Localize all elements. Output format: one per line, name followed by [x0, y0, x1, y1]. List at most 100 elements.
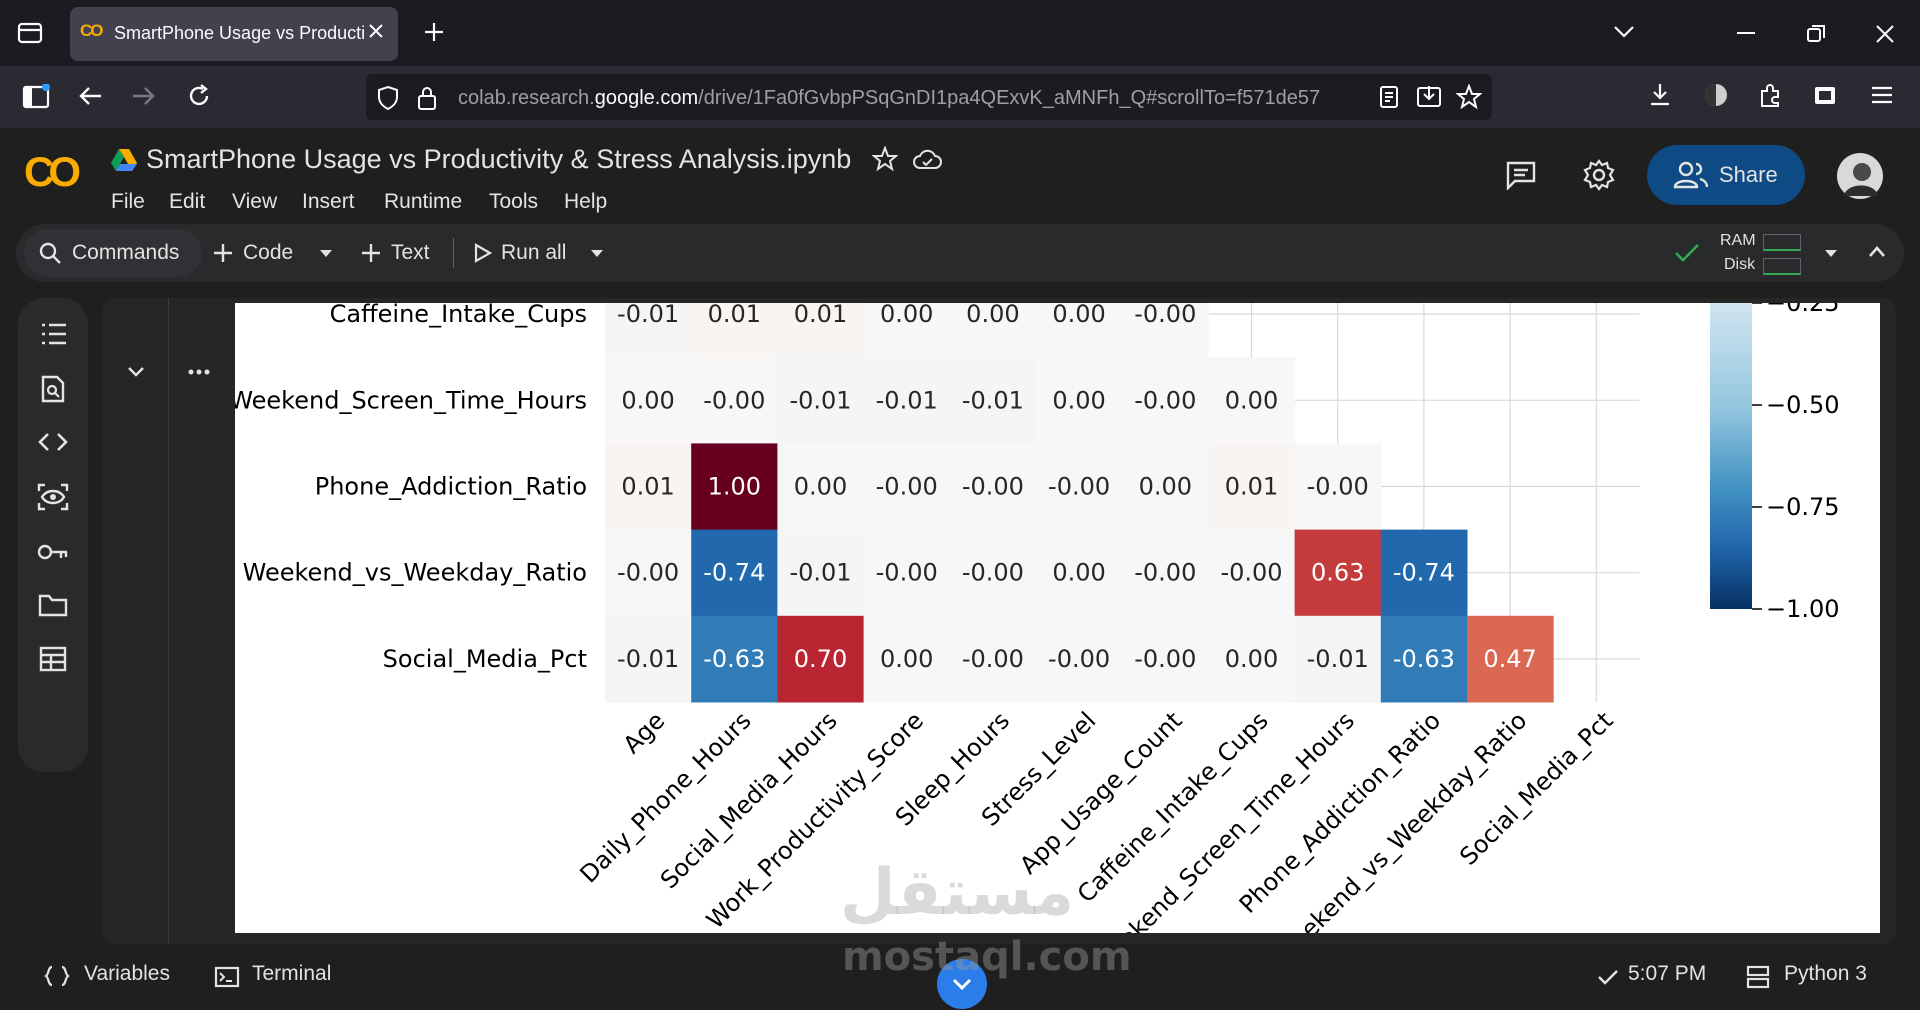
back-arrow-icon[interactable]	[77, 84, 103, 108]
ram-usage-bar[interactable]	[1763, 234, 1801, 251]
code-dropdown-icon[interactable]	[319, 249, 333, 259]
execution-time[interactable]: 5:07 PM	[1628, 962, 1707, 985]
heatmap-cell	[777, 615, 865, 703]
bookmark-star-icon[interactable]	[1456, 84, 1482, 110]
share-button[interactable]: Share	[1647, 145, 1805, 205]
menu-view[interactable]: View	[232, 190, 278, 213]
menu-help[interactable]: Help	[564, 190, 608, 213]
address-bar[interactable]: colab.research.google.com/drive/1Fa0fGvb…	[366, 74, 1492, 120]
account-avatar-icon[interactable]	[1703, 82, 1729, 108]
heatmap-cell	[605, 303, 692, 358]
extensions-puzzle-icon[interactable]	[1757, 82, 1783, 108]
downloads-icon[interactable]	[1648, 82, 1672, 108]
terminal-icon[interactable]	[214, 966, 240, 988]
cloud-saved-icon[interactable]	[912, 148, 942, 170]
forward-arrow-icon[interactable]	[131, 84, 157, 108]
sidebar-toggle-icon[interactable]	[22, 84, 50, 110]
heatmap-cell-value: -0.00	[962, 473, 1024, 501]
heatmap-cell	[1036, 443, 1123, 531]
save-to-pocket-icon[interactable]	[1416, 84, 1442, 108]
heatmap-cell	[863, 303, 951, 358]
heatmap-cell-value: -0.00	[876, 559, 938, 587]
lock-icon[interactable]	[416, 85, 438, 111]
code-snippets-icon[interactable]	[38, 432, 68, 452]
reader-view-icon[interactable]	[1378, 85, 1400, 109]
colab-logo[interactable]: CO	[24, 148, 81, 195]
heatmap-cell	[691, 443, 778, 531]
settings-gear-icon[interactable]	[1583, 159, 1615, 191]
hamburger-menu-icon[interactable]	[1870, 85, 1894, 105]
runtime-type[interactable]: Python 3	[1784, 962, 1867, 985]
cell-gutter-line	[168, 298, 169, 944]
resources-dropdown-icon[interactable]	[1824, 249, 1838, 259]
output-more-actions-icon[interactable]	[187, 368, 211, 376]
heatmap-cell	[605, 443, 692, 531]
heatmap-cell-value: 0.00	[1139, 473, 1192, 501]
heatmap-cell	[1036, 529, 1123, 617]
tracking-shield-icon[interactable]	[376, 85, 400, 111]
run-all-play-icon[interactable]	[474, 243, 492, 263]
new-tab-icon[interactable]	[422, 20, 446, 44]
add-text-plus-icon[interactable]	[360, 242, 382, 264]
runtime-server-icon[interactable]	[1746, 965, 1770, 989]
variables-button[interactable]: Variables	[84, 962, 170, 985]
add-code-button[interactable]: Code	[243, 241, 294, 264]
disk-usage-bar[interactable]	[1763, 258, 1801, 275]
find-icon[interactable]	[40, 375, 66, 403]
heatmap-cell	[863, 615, 951, 703]
ram-label[interactable]: RAM	[1720, 232, 1756, 249]
heatmap-cell	[1036, 357, 1123, 444]
correlation-heatmap: Caffeine_Intake_Cups -0.01 0.01 0.01 0.00 0.0…	[235, 303, 1840, 933]
heatmap-cell-value: 0.63	[1311, 559, 1364, 587]
heatmap-cell-value: 1.00	[708, 473, 761, 501]
variables-inspector-icon[interactable]	[37, 483, 69, 511]
terminal-button[interactable]: Terminal	[252, 962, 332, 985]
close-window-icon[interactable]	[1875, 24, 1895, 44]
variables-braces-icon[interactable]	[44, 965, 70, 987]
commands-button[interactable]: Commands	[24, 229, 202, 277]
run-all-button[interactable]: Run all	[501, 241, 567, 264]
secrets-key-icon[interactable]	[37, 543, 69, 561]
colorbar-tick-label: −1.00	[1766, 595, 1840, 623]
menu-edit[interactable]: Edit	[169, 190, 206, 213]
menu-tools[interactable]: Tools	[489, 190, 539, 213]
scroll-down-button[interactable]	[936, 958, 988, 1010]
menu-runtime[interactable]: Runtime	[384, 190, 463, 213]
tab-close-icon[interactable]	[366, 21, 386, 41]
heatmap-cell	[863, 529, 951, 617]
google-drive-icon	[110, 148, 138, 172]
browser-tab-active[interactable]: CO SmartPhone Usage vs Productiv	[70, 7, 398, 61]
tab-overview-icon[interactable]	[16, 20, 44, 46]
notebook-title[interactable]: SmartPhone Usage vs Productivity & Stres…	[146, 144, 852, 174]
run-all-dropdown-icon[interactable]	[590, 249, 604, 259]
toc-icon[interactable]	[40, 322, 68, 346]
comments-icon[interactable]	[1505, 160, 1537, 190]
y-tick-label: Caffeine_Intake_Cups	[330, 303, 587, 328]
extension-app-icon[interactable]	[1812, 82, 1838, 108]
user-avatar[interactable]	[1836, 152, 1884, 200]
heatmap-cell	[605, 615, 692, 703]
heatmap-cell-value: -0.00	[703, 386, 765, 414]
heatmap-cell-value: -0.01	[789, 386, 851, 414]
reload-icon[interactable]	[186, 83, 212, 109]
heatmap-cell-value: -0.01	[617, 645, 679, 673]
heatmap-cell	[777, 357, 865, 444]
minimize-icon[interactable]	[1737, 32, 1757, 36]
heatmap-cell	[605, 357, 692, 444]
menu-file[interactable]: File	[111, 190, 145, 213]
collapse-header-chevron-icon[interactable]	[1868, 244, 1886, 258]
tab-list-chevron-icon[interactable]	[1612, 22, 1636, 42]
heatmap-cell-value: -0.01	[962, 386, 1024, 414]
heatmap-cell	[1380, 529, 1468, 617]
add-code-plus-icon[interactable]	[212, 242, 234, 264]
disk-label[interactable]: Disk	[1724, 256, 1756, 273]
menu-insert[interactable]: Insert	[302, 190, 355, 213]
collapse-output-chevron-icon[interactable]	[127, 366, 145, 378]
files-folder-icon[interactable]	[38, 593, 68, 617]
toolbar-divider	[453, 238, 454, 268]
star-notebook-icon[interactable]	[872, 146, 898, 172]
restore-icon[interactable]	[1806, 24, 1826, 44]
heatmap-cell-value: 0.00	[621, 386, 674, 414]
data-table-icon[interactable]	[39, 646, 67, 672]
add-text-button[interactable]: Text	[391, 241, 430, 264]
